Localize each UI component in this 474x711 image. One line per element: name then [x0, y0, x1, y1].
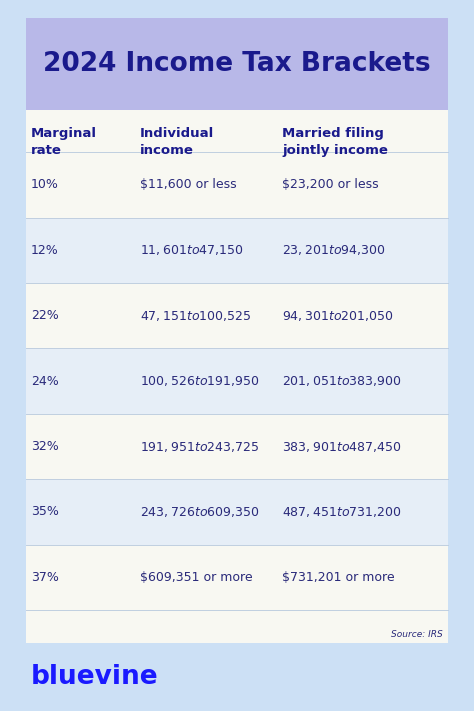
Text: $201,051 to $383,900: $201,051 to $383,900: [282, 374, 401, 388]
FancyBboxPatch shape: [26, 110, 448, 643]
Text: $23,201 to $94,300: $23,201 to $94,300: [282, 243, 386, 257]
Text: 35%: 35%: [31, 506, 59, 518]
Text: 22%: 22%: [31, 309, 59, 322]
Text: 2024 Income Tax Brackets: 2024 Income Tax Brackets: [43, 51, 431, 77]
Text: $609,351 or more: $609,351 or more: [140, 571, 253, 584]
Text: $487,451 to $731,200: $487,451 to $731,200: [282, 505, 401, 519]
FancyBboxPatch shape: [26, 414, 448, 479]
Text: 24%: 24%: [31, 375, 59, 387]
Text: $47,151 to $100,525: $47,151 to $100,525: [140, 309, 251, 323]
FancyBboxPatch shape: [26, 283, 448, 348]
FancyBboxPatch shape: [26, 479, 448, 545]
Text: 10%: 10%: [31, 178, 59, 191]
Text: 12%: 12%: [31, 244, 59, 257]
FancyBboxPatch shape: [26, 218, 448, 283]
Text: 32%: 32%: [31, 440, 59, 453]
Text: $100,526 to $191,950: $100,526 to $191,950: [140, 374, 259, 388]
Text: $11,600 or less: $11,600 or less: [140, 178, 237, 191]
Text: $11,601 to $47,150: $11,601 to $47,150: [140, 243, 244, 257]
FancyBboxPatch shape: [26, 348, 448, 414]
FancyBboxPatch shape: [26, 152, 448, 218]
Text: Source: IRS: Source: IRS: [392, 630, 443, 638]
Text: $383,901 to $487,450: $383,901 to $487,450: [282, 439, 401, 454]
Text: $23,200 or less: $23,200 or less: [282, 178, 379, 191]
Text: bluevine: bluevine: [31, 664, 158, 690]
Text: Individual
income: Individual income: [140, 127, 214, 157]
Text: $94,301 to $201,050: $94,301 to $201,050: [282, 309, 393, 323]
Text: $731,201 or more: $731,201 or more: [282, 571, 395, 584]
Text: 37%: 37%: [31, 571, 59, 584]
Text: Married filing
jointly income: Married filing jointly income: [282, 127, 388, 157]
FancyBboxPatch shape: [26, 545, 448, 610]
Text: $243,726 to $609,350: $243,726 to $609,350: [140, 505, 259, 519]
Text: $191,951 to $243,725: $191,951 to $243,725: [140, 439, 259, 454]
Text: Marginal
rate: Marginal rate: [31, 127, 97, 157]
FancyBboxPatch shape: [26, 18, 448, 110]
